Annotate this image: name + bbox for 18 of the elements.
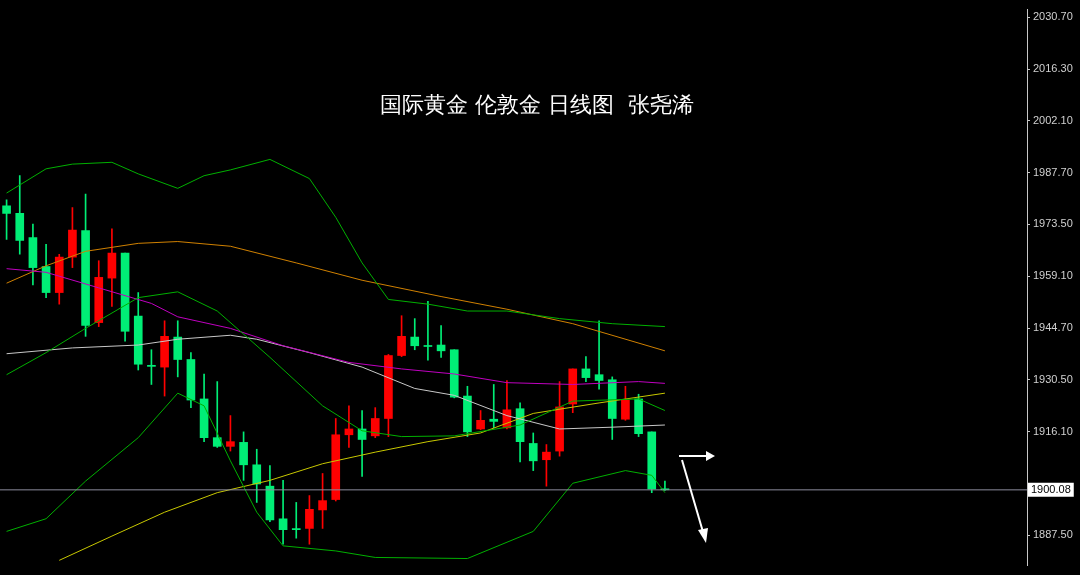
y-tick-label: 1916.10 (1033, 424, 1073, 437)
y-tick-label: 2002.10 (1033, 113, 1073, 126)
y-tick-label: 1987.70 (1033, 165, 1073, 178)
y-tick-label: 1973.50 (1033, 217, 1073, 230)
y-tick-label: 2016.30 (1033, 62, 1073, 75)
y-tick-label: 1959.10 (1033, 269, 1073, 282)
candlestick (278, 480, 288, 545)
y-tick-label: 1944.70 (1033, 321, 1073, 334)
candlestick (423, 300, 433, 361)
candlestick (291, 502, 301, 539)
candlestick (594, 320, 604, 390)
y-tick-label: 1887.50 (1033, 528, 1073, 541)
candlestick (489, 384, 499, 429)
ref-line-label: 1900.08 (1031, 482, 1071, 495)
candlestick (212, 381, 222, 448)
text: 国际黄金 伦敦金 日线图 张尧浠 (380, 92, 695, 118)
y-tick-label: 1930.50 (1033, 372, 1073, 385)
y-tick-label: 2030.70 (1033, 10, 1073, 23)
